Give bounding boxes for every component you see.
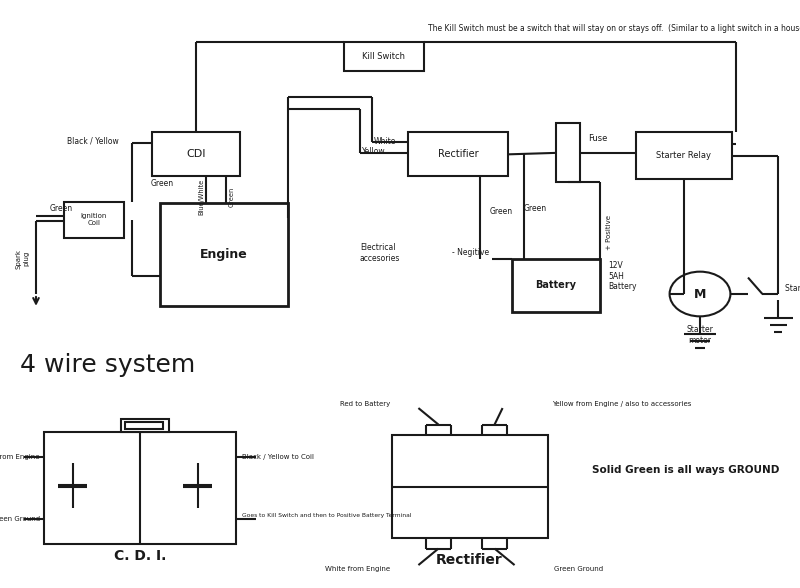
Text: The Kill Switch must be a switch that will stay on or stays off.  (Similar to a : The Kill Switch must be a switch that wi… [428,24,800,33]
Text: Battery: Battery [535,280,577,290]
Bar [556,123,580,182]
Circle shape [670,272,730,316]
Text: Yellow from Engine / also to accessories: Yellow from Engine / also to accessories [552,401,691,407]
Text: Green Ground: Green Ground [0,516,40,522]
Text: Green Ground: Green Ground [554,566,602,572]
Text: Green: Green [524,204,547,213]
Bar [512,259,600,312]
Text: Starter Relay: Starter Relay [657,151,711,161]
Bar [392,435,548,538]
Text: Goes to Kill Switch and then to Positive Battery Terminal: Goes to Kill Switch and then to Positive… [242,513,412,519]
Bar [44,432,236,544]
Text: Ignition
Coil: Ignition Coil [81,213,107,226]
Text: Fuse: Fuse [588,133,607,143]
Text: Engine: Engine [200,248,248,261]
Text: Rectifier: Rectifier [436,553,503,567]
Text: Blue/White: Blue/White [198,179,205,215]
Text: 4 wire system: 4 wire system [20,353,195,376]
Bar [344,42,424,71]
Text: - Negitive: - Negitive [453,248,490,258]
Bar [636,132,732,179]
Text: 12V
5AH
Battery: 12V 5AH Battery [608,262,637,291]
Text: Black / Yellow to Coil: Black / Yellow to Coil [242,454,314,460]
Text: Rectifier: Rectifier [438,149,478,159]
Bar [64,202,124,238]
Text: Yellow: Yellow [362,147,386,156]
Text: White: White [374,136,396,146]
Text: Starter
moter: Starter moter [686,325,714,345]
Bar [408,132,508,176]
Text: Spark
plug: Spark plug [16,249,29,269]
Text: Blue / White from Engine: Blue / White from Engine [0,454,40,460]
Text: Green: Green [490,207,513,216]
Text: Green: Green [150,179,174,188]
Text: Solid Green is all ways GROUND: Solid Green is all ways GROUND [592,465,779,476]
Text: M: M [694,288,706,300]
Text: Red to Battery: Red to Battery [340,401,390,407]
Text: Black / Yellow: Black / Yellow [66,136,118,146]
Bar [125,422,163,429]
Bar [121,419,169,432]
Text: Starter Switch: Starter Switch [785,283,800,293]
Text: Electrical
accesories: Electrical accesories [360,243,400,262]
Text: Green: Green [229,187,235,207]
Text: C. D. I.: C. D. I. [114,549,166,563]
Text: Kill Switch: Kill Switch [362,52,406,61]
Text: White from Engine: White from Engine [326,566,390,572]
Text: Green: Green [50,203,73,213]
Text: CDI: CDI [186,149,206,159]
Bar [160,203,288,306]
Text: + Positive: + Positive [606,215,613,250]
Bar [152,132,240,176]
